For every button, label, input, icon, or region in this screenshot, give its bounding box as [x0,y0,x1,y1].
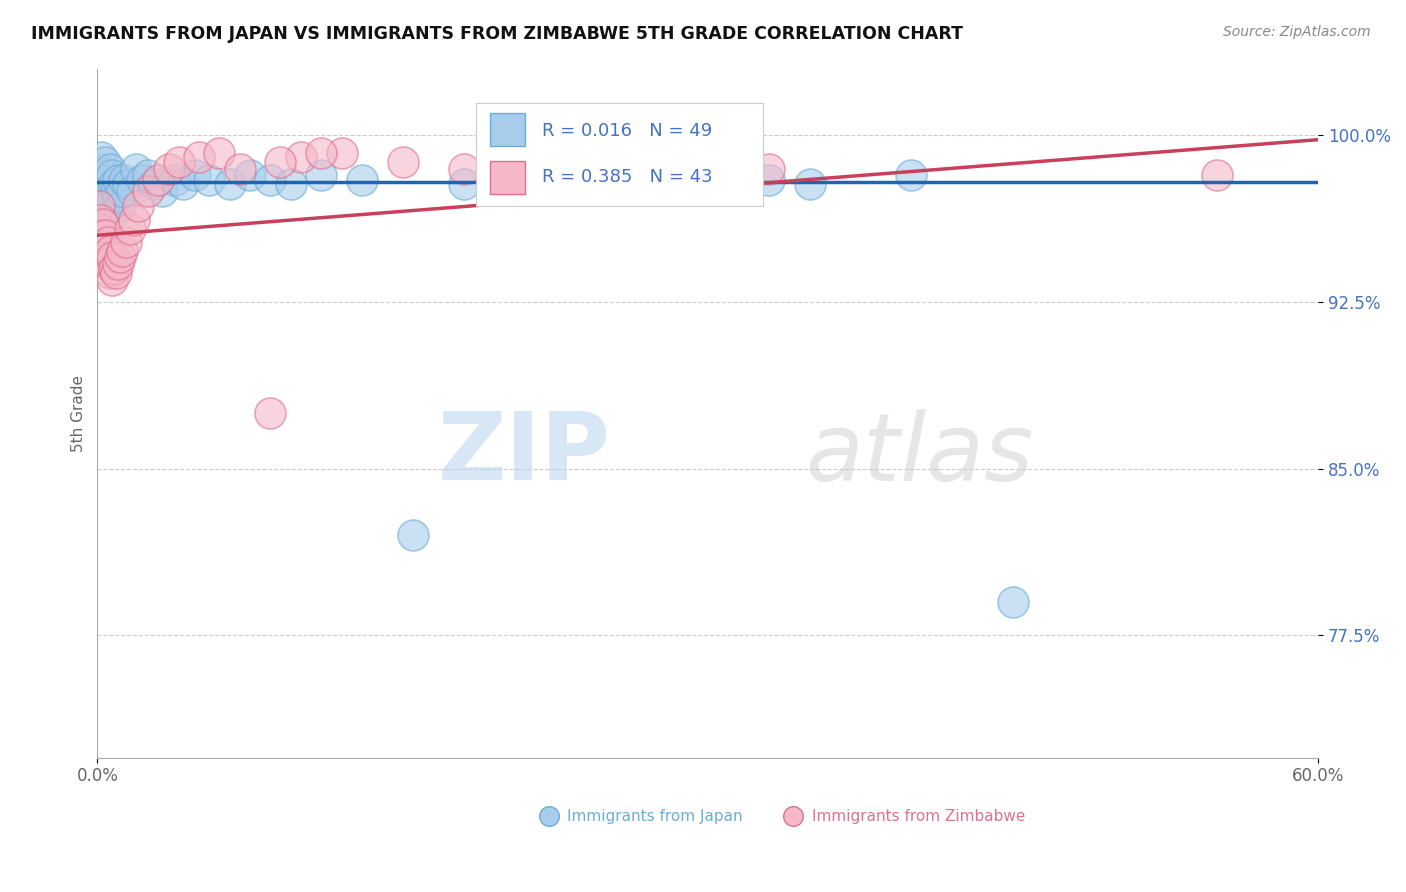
Point [118,221,141,235]
Point [152,184,174,198]
Point [125,161,148,176]
Point [107,172,129,186]
Point [148,172,170,186]
Point [94,154,117,169]
Point [103,206,125,220]
Point [107,257,129,271]
Point [90,150,112,164]
Point [218,177,240,191]
Point [259,406,281,420]
Point [100,273,122,287]
Point [90,212,112,227]
Point [391,154,413,169]
Point [645,177,668,191]
Point [290,150,312,164]
Point [799,177,821,191]
Point [98,161,121,176]
Point [117,177,139,191]
Point [90,228,112,243]
Point [89,199,111,213]
Point [104,184,127,198]
Point [108,251,131,265]
Point [188,150,211,164]
Point [198,172,221,186]
Point [93,217,115,231]
Point [1002,595,1025,609]
Point [595,172,617,186]
Point [89,221,111,235]
Point [127,199,149,213]
Text: Immigrants from Zimbabwe: Immigrants from Zimbabwe [811,809,1025,823]
Point [100,168,122,182]
Point [157,161,180,176]
Point [402,528,425,542]
Point [167,154,190,169]
Point [513,154,536,169]
Point [350,172,373,186]
Point [172,177,194,191]
Point [90,177,112,191]
Point [108,199,131,213]
Point [112,172,135,186]
Point [100,194,122,209]
Point [453,177,475,191]
Text: atlas: atlas [806,409,1033,500]
Point [534,177,557,191]
Point [758,172,780,186]
Text: ZIP: ZIP [437,409,610,500]
Point [96,172,118,186]
Point [121,184,143,198]
Text: Immigrants from Japan: Immigrants from Japan [568,809,742,823]
Point [330,146,353,161]
Point [259,172,281,186]
Point [131,172,153,186]
Point [89,161,111,176]
Point [309,168,332,182]
Point [239,168,262,182]
Point [453,161,475,176]
Point [696,168,718,182]
Point [758,161,780,176]
Point [136,168,159,182]
Point [229,161,252,176]
Point [93,184,115,198]
Point [96,257,118,271]
Point [1205,168,1227,182]
Point [163,172,186,186]
Point [104,266,127,280]
Point [103,261,125,276]
Point [96,199,118,213]
Point [269,154,291,169]
Y-axis label: 5th Grade: 5th Grade [72,375,86,451]
Point [309,146,332,161]
Point [94,251,117,265]
Point [100,251,122,265]
Point [136,184,159,198]
Point [98,244,121,258]
Point [98,266,121,280]
Point [93,239,115,253]
Point [107,190,129,204]
Point [494,168,516,182]
Text: IMMIGRANTS FROM JAPAN VS IMMIGRANTS FROM ZIMBABWE 5TH GRADE CORRELATION CHART: IMMIGRANTS FROM JAPAN VS IMMIGRANTS FROM… [31,25,963,43]
Point [143,177,166,191]
Point [103,177,125,191]
Point [208,146,231,161]
Point [184,168,207,182]
Point [900,168,922,182]
Point [636,146,658,161]
Point [96,235,118,249]
Point [575,150,598,164]
Point [280,177,302,191]
Point [98,184,121,198]
Point [94,228,117,243]
Point [94,190,117,204]
Point [122,212,145,227]
Point [111,184,134,198]
Point [115,235,138,249]
Text: Source: ZipAtlas.com: Source: ZipAtlas.com [1223,25,1371,39]
Point [93,168,115,182]
Point [696,154,718,169]
Point [111,244,134,258]
